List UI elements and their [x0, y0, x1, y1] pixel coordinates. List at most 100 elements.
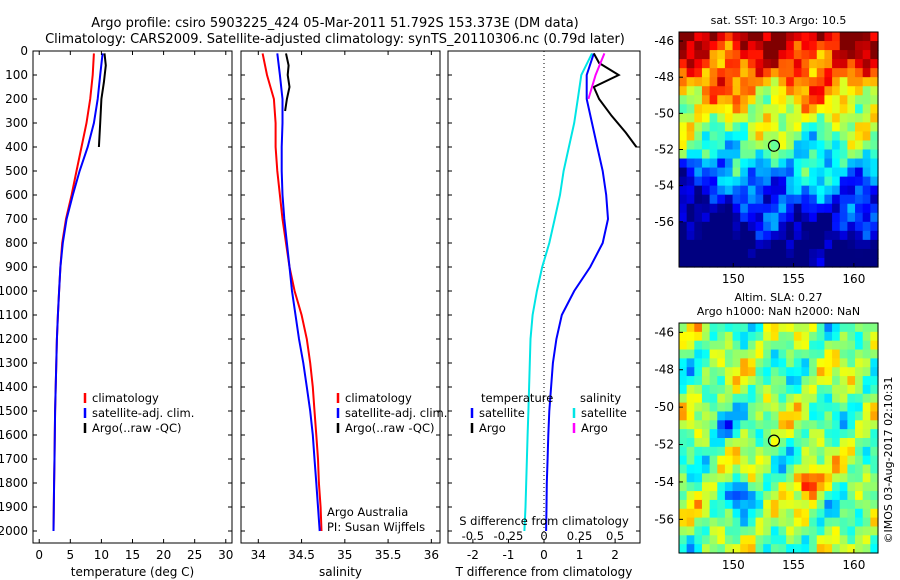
sst-map-cell [816, 176, 826, 187]
difference-xtick-label-s: -0.25 [494, 529, 524, 543]
salinity-xtick-label: 36 [424, 548, 439, 562]
sla-map-cell [770, 411, 780, 421]
sst-map-cell [824, 41, 833, 51]
sla-map-cell [801, 429, 810, 439]
sla-map-cell [778, 384, 787, 395]
sst-map-cell [824, 32, 833, 42]
sla-map-cell [832, 358, 841, 368]
sst-map-cell [701, 149, 711, 160]
sst-map-cell [862, 113, 871, 123]
sst-map-cell [786, 167, 795, 178]
sst-map-cell [717, 248, 726, 259]
sla-map-cell [816, 384, 826, 395]
sla-map-cell [816, 491, 826, 501]
sla-map-cell [701, 393, 711, 404]
sla-map-cell [832, 464, 841, 474]
sla-map-cell [832, 455, 841, 466]
sla-map-cell [786, 535, 795, 545]
difference-legend-s-title: salinity [580, 391, 621, 405]
sla-map-cell [839, 535, 848, 545]
sst-map-cell [801, 221, 810, 232]
sst-map-cell [793, 158, 803, 169]
sla-map-cell [679, 508, 688, 519]
sla-map-cell [701, 349, 711, 359]
sst-map-cell [855, 230, 864, 241]
sst-map-cell [679, 230, 688, 241]
sla-map-cell [709, 402, 718, 413]
sst-map-cell [832, 59, 841, 69]
sla-map-cell [847, 517, 856, 528]
sst-map-cell [686, 194, 695, 205]
sla-map-cell [786, 393, 795, 404]
sst-map-cell [786, 248, 795, 259]
sst-map-cell [763, 50, 772, 60]
sla-map-cell [763, 340, 772, 351]
sst-map-cell [724, 104, 734, 114]
sst-map-cell [770, 95, 780, 105]
sst-map-cell [717, 230, 726, 241]
sla-map-cell [686, 429, 695, 439]
sla-map-cell [801, 402, 810, 413]
temperature-ytick-label: 1600 [0, 428, 28, 442]
sla-map-cell [724, 446, 734, 457]
sst-map-cell [816, 239, 826, 250]
sla-map-cell [747, 455, 757, 466]
sla-map-cell [755, 340, 764, 351]
sst-map-cell [724, 68, 734, 78]
sst-map-cell [786, 230, 795, 241]
sst-map-cell [816, 248, 826, 259]
sla-map-cell [839, 420, 848, 430]
sst-map-cell [839, 68, 848, 78]
sst-map-cell [855, 194, 864, 205]
sla-map-cell [694, 491, 703, 501]
sst-map-cell [732, 248, 741, 259]
sst-map-cell [847, 41, 856, 51]
sst-map-cell [717, 185, 726, 196]
sla-map-cell [694, 455, 703, 466]
sst-map-cell [832, 86, 841, 96]
sla-map-cell [786, 384, 795, 395]
sla-map-cell [809, 429, 818, 439]
sla-map-cell [679, 491, 688, 501]
sla-map-cell [679, 535, 688, 545]
sst-map-cell [747, 203, 757, 214]
sst-map-cell [870, 239, 879, 250]
sla-map-cell [824, 544, 833, 554]
sla-map-cell [763, 393, 772, 404]
sst-map-ytick-label: -50 [654, 106, 674, 120]
sst-map-cell [793, 203, 803, 214]
sla-map-cell [709, 384, 718, 395]
sla-map-cell [709, 535, 718, 545]
sst-map-cell [839, 248, 848, 259]
sla-map-cell [862, 349, 871, 359]
sla-map-cell [740, 544, 749, 554]
sla-map-cell [755, 473, 764, 483]
sst-map-cell [755, 131, 764, 142]
sst-map-cell [732, 32, 741, 42]
sla-map-cell [862, 438, 871, 448]
sla-map-cell [694, 340, 703, 351]
sla-map-cell [763, 473, 772, 483]
sst-map-cell [755, 257, 764, 268]
sla-map-cell [732, 402, 741, 413]
sla-map-cell [793, 455, 803, 466]
sst-map-cell [809, 68, 818, 78]
sst-map-cell [770, 194, 780, 205]
sla-map-cell [747, 358, 757, 368]
sst-map-cell [870, 140, 879, 151]
sst-map-cell [755, 185, 764, 196]
sla-map-cell [770, 358, 780, 368]
sla-map-cell [870, 376, 879, 386]
difference-legend-t-label-0: satellite [479, 406, 525, 420]
sla-map-cell [832, 535, 841, 545]
sst-map-cell [816, 86, 826, 96]
sla-map-cell [855, 517, 864, 528]
temperature-xtick-label: 5 [66, 548, 74, 562]
sst-map-cell [786, 77, 795, 87]
sst-map-cell [701, 104, 711, 114]
sla-map-cell [724, 367, 734, 377]
sst-map-cell [755, 176, 764, 187]
sla-map-cell [824, 446, 833, 457]
sst-map-cell [755, 221, 764, 232]
temperature-ytick-label: 100 [5, 68, 28, 82]
